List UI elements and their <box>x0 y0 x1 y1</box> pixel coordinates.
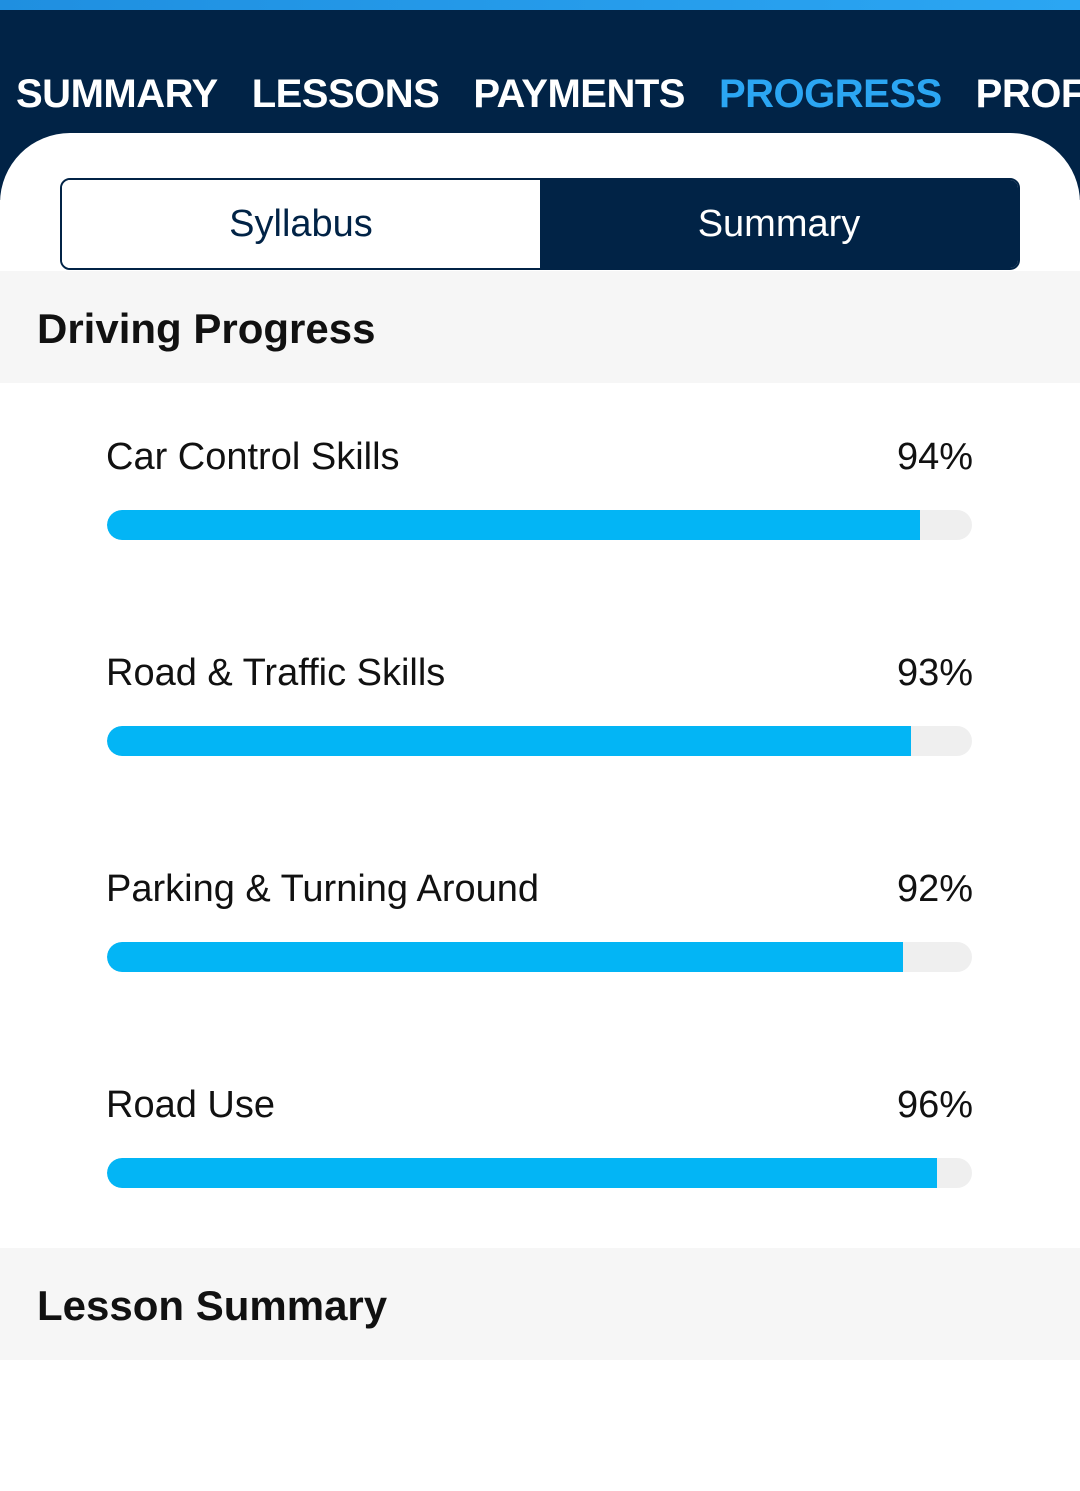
progress-bar <box>107 942 903 972</box>
nav-tab[interactable]: PROF <box>975 72 1080 116</box>
segment-button[interactable]: Summary <box>540 180 1018 268</box>
progress-track <box>107 942 972 972</box>
progress-value: 92% <box>896 868 973 910</box>
progress-bar <box>107 510 921 540</box>
section-header: Lesson Summary <box>0 1248 1080 1360</box>
progress-label: Parking & Turning Around <box>106 868 540 910</box>
section-title: Driving Progress <box>37 305 376 352</box>
nav-tab[interactable]: PROGRESS <box>718 72 942 116</box>
progress-label: Car Control Skills <box>106 436 400 478</box>
progress-label: Road & Traffic Skills <box>106 652 446 694</box>
progress-value: 96% <box>896 1084 973 1126</box>
progress-bar <box>107 1158 938 1188</box>
section-title: Lesson Summary <box>37 1282 388 1329</box>
progress-track <box>107 510 972 540</box>
top-stripe <box>0 0 1080 10</box>
section-header: Driving Progress <box>0 271 1080 383</box>
segment-button[interactable]: Syllabus <box>62 180 540 268</box>
progress-track <box>107 1158 972 1188</box>
nav-tab[interactable]: SUMMARY <box>16 72 218 116</box>
segmented-control: Syllabus Summary <box>60 178 1020 270</box>
progress-value: 94% <box>896 436 973 478</box>
progress-value: 93% <box>896 652 973 694</box>
progress-track <box>107 726 972 756</box>
nav-tab[interactable]: LESSONS <box>251 72 440 116</box>
progress-bar <box>107 726 912 756</box>
tab-bar: SUMMARY LESSONS PAYMENTS PROGRESS PROF <box>16 72 1080 117</box>
nav-tab[interactable]: PAYMENTS <box>473 72 685 116</box>
progress-label: Road Use <box>106 1084 275 1126</box>
